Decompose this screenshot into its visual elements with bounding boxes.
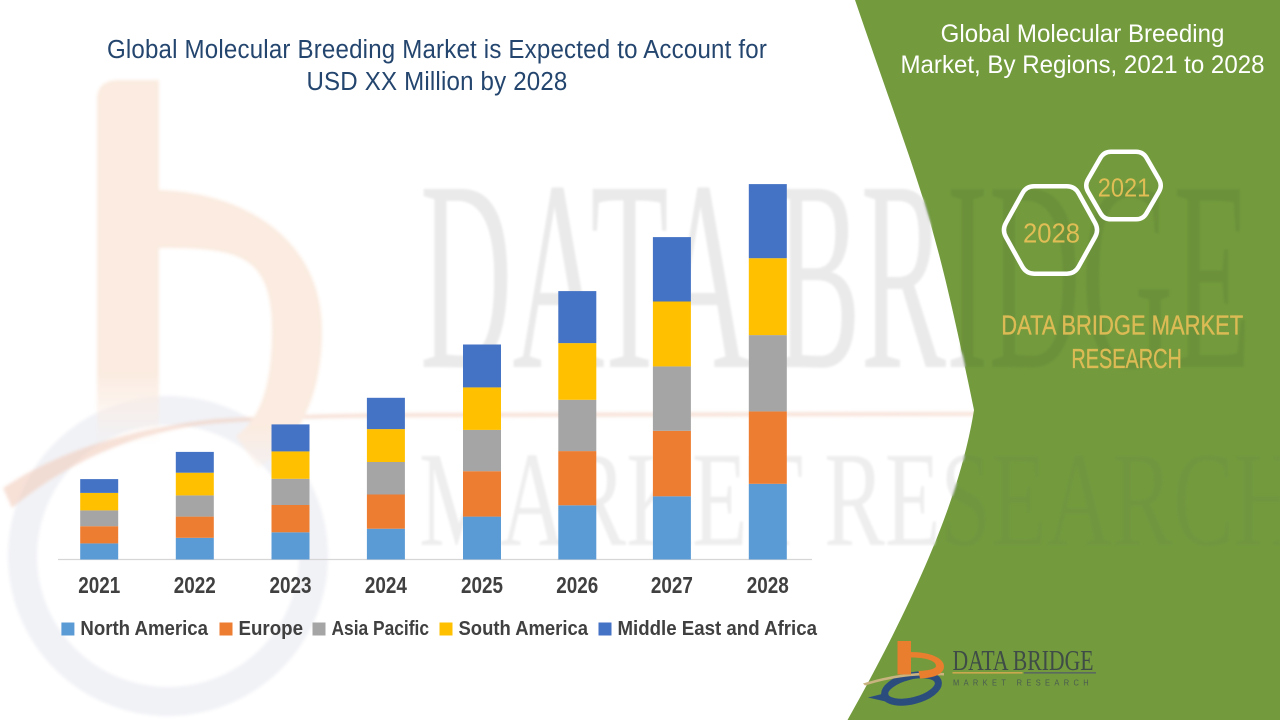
svg-text:2026: 2026 xyxy=(556,572,598,598)
svg-text:Middle East and Africa: Middle East and Africa xyxy=(618,618,818,640)
svg-text:DATA BRIDGE: DATA BRIDGE xyxy=(420,125,1251,426)
svg-text:2023: 2023 xyxy=(270,572,312,598)
svg-text:DATA BRIDGE: DATA BRIDGE xyxy=(953,646,1094,677)
svg-text:2028: 2028 xyxy=(747,572,789,598)
svg-text:2027: 2027 xyxy=(651,572,693,598)
svg-text:RESEARCH: RESEARCH xyxy=(1071,343,1182,374)
svg-text:2022: 2022 xyxy=(174,572,216,598)
svg-text:Europe: Europe xyxy=(239,618,304,640)
svg-text:2028: 2028 xyxy=(1023,218,1080,249)
svg-text:2025: 2025 xyxy=(461,572,503,598)
svg-text:2024: 2024 xyxy=(365,572,407,598)
svg-text:MARKET RESEARCH: MARKET RESEARCH xyxy=(419,425,1280,575)
svg-text:2021: 2021 xyxy=(78,572,120,598)
svg-text:MARKET RESEARCH: MARKET RESEARCH xyxy=(953,678,1093,688)
svg-text:2021: 2021 xyxy=(1098,173,1151,203)
svg-text:South America: South America xyxy=(459,618,589,640)
svg-text:Asia Pacific: Asia Pacific xyxy=(332,618,430,640)
svg-text:North America: North America xyxy=(80,618,208,640)
svg-text:DATA BRIDGE MARKET: DATA BRIDGE MARKET xyxy=(1001,310,1243,341)
